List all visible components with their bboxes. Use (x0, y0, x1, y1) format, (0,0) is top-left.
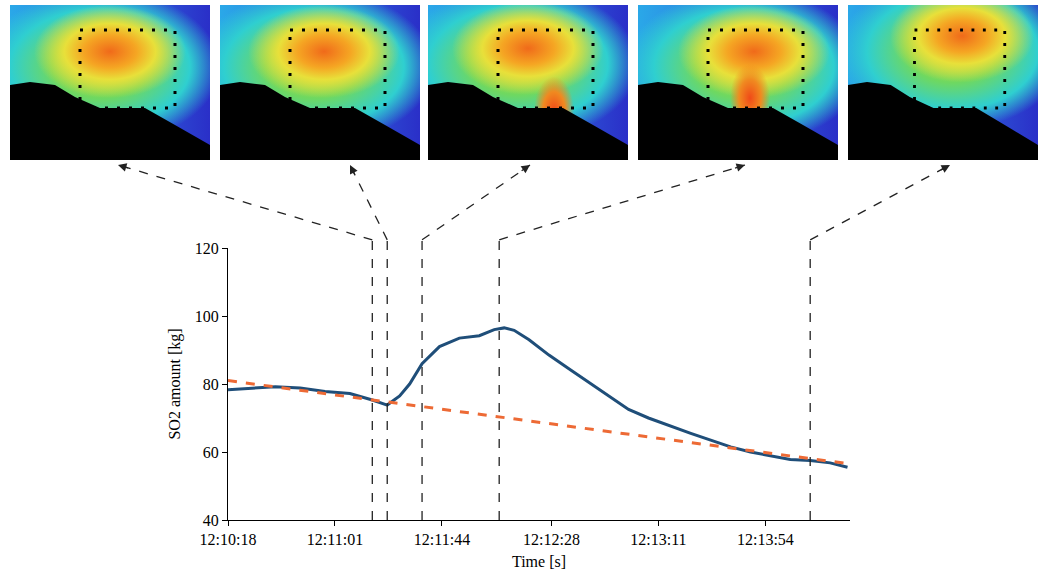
svg-text:12:10:18: 12:10:18 (200, 531, 257, 548)
svg-text:80: 80 (203, 376, 219, 393)
svg-text:100: 100 (195, 308, 219, 325)
svg-text:40: 40 (203, 512, 219, 529)
svg-text:120: 120 (195, 240, 219, 257)
svg-text:12:12:28: 12:12:28 (523, 531, 580, 548)
svg-text:Time [s]: Time [s] (512, 553, 566, 570)
svg-text:SO2 amount [kg]: SO2 amount [kg] (166, 328, 184, 439)
svg-text:60: 60 (203, 444, 219, 461)
svg-text:12:11:44: 12:11:44 (414, 531, 470, 548)
svg-text:12:13:11: 12:13:11 (630, 531, 686, 548)
svg-text:12:13:54: 12:13:54 (737, 531, 794, 548)
svg-text:12:11:01: 12:11:01 (307, 531, 363, 548)
